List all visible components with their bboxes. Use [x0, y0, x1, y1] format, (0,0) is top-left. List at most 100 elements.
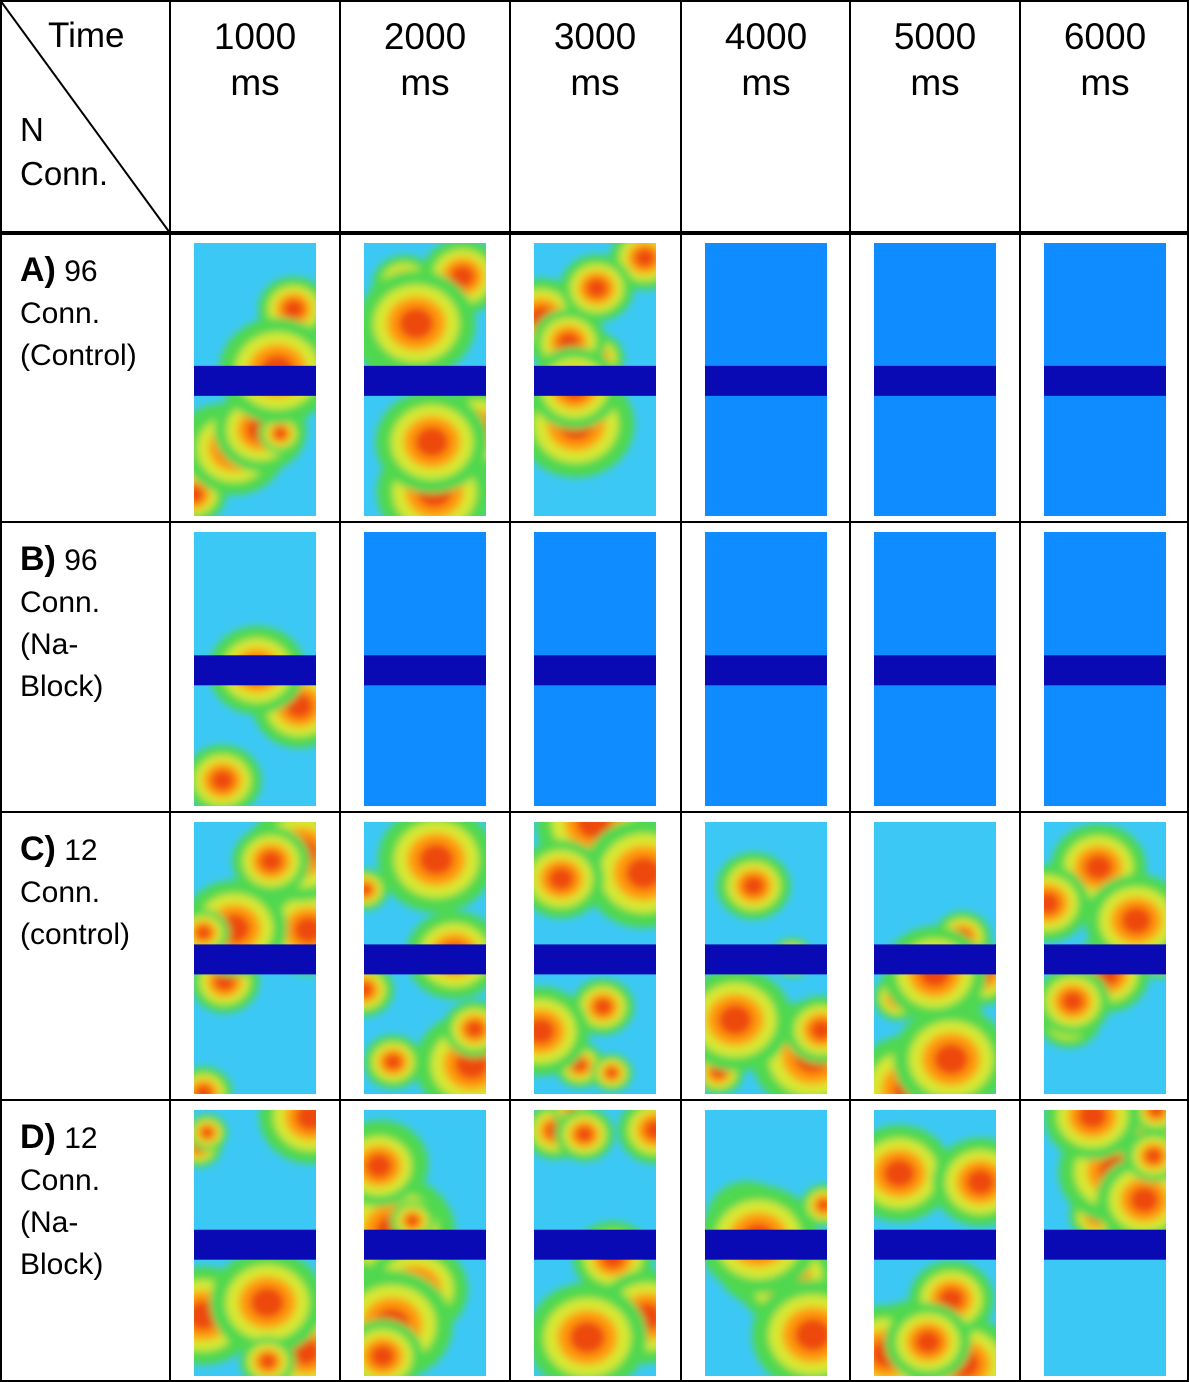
panel-band — [705, 655, 827, 686]
panel-band — [364, 365, 486, 396]
blob — [585, 278, 608, 299]
blob — [1148, 1110, 1164, 1118]
panel-band — [1044, 655, 1166, 686]
row-text: 12 Conn. (Na- Block) — [20, 1122, 104, 1281]
blob — [201, 1127, 214, 1139]
panel-blobs — [534, 1110, 656, 1376]
panel-band — [1044, 1229, 1166, 1260]
corner-diagonal — [0, 0, 171, 234]
blob — [575, 1126, 594, 1143]
panel-blobs — [194, 1110, 316, 1376]
panel-blobs — [364, 243, 486, 516]
panel — [364, 532, 486, 806]
blob — [259, 850, 283, 872]
panel — [705, 822, 827, 1094]
panel — [1044, 1110, 1166, 1376]
panel-band — [534, 655, 656, 686]
blob — [605, 1067, 618, 1079]
panel — [1044, 822, 1166, 1094]
blob — [398, 307, 434, 340]
panel-band — [534, 944, 656, 975]
panel-blobs — [534, 822, 656, 1092]
panel — [364, 243, 486, 516]
panel — [874, 822, 996, 1094]
row-letter: D) — [20, 1118, 56, 1156]
column-header: 5000 ms — [893, 16, 977, 103]
blob — [718, 1004, 753, 1036]
blob — [415, 426, 449, 458]
column-header: 3000 ms — [553, 16, 637, 103]
panel-band — [534, 365, 656, 396]
panel-band — [194, 944, 316, 975]
row-letter: A) — [20, 251, 56, 289]
blob — [569, 1321, 606, 1354]
panel — [534, 243, 656, 516]
blob — [250, 1286, 285, 1319]
blob — [1084, 854, 1113, 881]
blob — [364, 981, 374, 998]
blob — [364, 883, 373, 896]
blob — [933, 1043, 969, 1076]
panel-band — [194, 655, 316, 686]
row-letter: B) — [20, 540, 56, 578]
panel — [874, 532, 996, 806]
blob — [195, 925, 212, 940]
blob — [915, 1330, 942, 1354]
blob — [418, 843, 454, 876]
blob — [634, 248, 656, 268]
blob — [534, 1017, 556, 1045]
blob — [883, 1158, 916, 1188]
corner-time: Time — [48, 16, 125, 55]
panel-blobs — [874, 1125, 996, 1376]
blob — [644, 1119, 656, 1141]
panel — [1044, 243, 1166, 516]
panel-band — [705, 1229, 827, 1260]
column-header: 1000 ms — [213, 16, 297, 103]
panel — [705, 1110, 827, 1376]
panel-band — [194, 1229, 316, 1260]
blob — [259, 1353, 277, 1370]
panel-band — [534, 1229, 656, 1260]
blob — [370, 1344, 395, 1368]
column-header: 6000 ms — [1063, 16, 1147, 103]
panel — [364, 822, 486, 1094]
panel — [194, 532, 316, 806]
blob — [1061, 991, 1085, 1012]
panel — [874, 243, 996, 516]
panel — [194, 1110, 316, 1376]
blob — [365, 1153, 393, 1179]
panel-band — [1044, 944, 1166, 975]
blob — [794, 1318, 827, 1352]
panel-band — [364, 944, 486, 975]
panel — [364, 1110, 486, 1376]
column-header: 2000 ms — [383, 16, 467, 103]
panel — [194, 822, 316, 1094]
blob — [194, 485, 204, 504]
panel — [705, 532, 827, 806]
blob — [210, 769, 235, 791]
panel — [705, 243, 827, 516]
blob — [283, 299, 305, 319]
row-text: 96 Conn. (Na- Block) — [20, 544, 104, 703]
blob — [405, 1214, 420, 1227]
panel-band — [874, 944, 996, 975]
blob — [1144, 1148, 1163, 1164]
blob — [293, 916, 316, 944]
blob — [450, 265, 475, 288]
blob — [194, 1085, 213, 1094]
blob — [817, 1198, 827, 1212]
panel — [534, 532, 656, 806]
row-letter: C) — [20, 830, 56, 868]
panel — [874, 1110, 996, 1376]
panel — [1044, 532, 1166, 806]
row-text: 12 Conn. (control) — [20, 834, 131, 951]
blob — [465, 1020, 485, 1038]
blob — [384, 1053, 402, 1071]
blob — [1121, 906, 1152, 935]
panel — [194, 243, 316, 516]
panel-band — [874, 1229, 996, 1260]
panel — [534, 1110, 656, 1376]
panel-band — [194, 365, 316, 396]
